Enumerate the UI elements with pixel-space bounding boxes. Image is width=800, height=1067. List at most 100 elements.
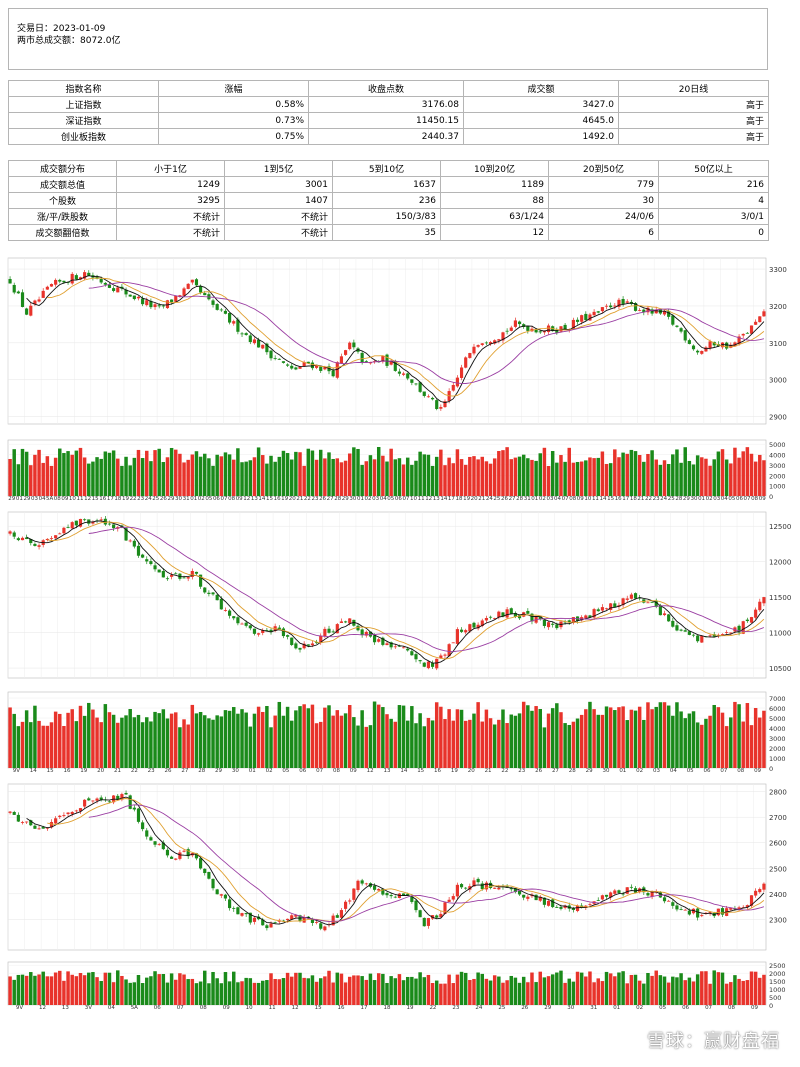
- date-tick-label: 29: [586, 768, 593, 774]
- volume-bar: [62, 453, 66, 496]
- candle-body: [211, 300, 215, 305]
- volume-bar: [708, 715, 712, 768]
- volume-bar: [439, 983, 443, 1005]
- volume-bar: [41, 462, 45, 496]
- volume-bar: [658, 702, 663, 768]
- date-tick-label: 07: [177, 1005, 184, 1011]
- date-tick-label: 21: [485, 768, 492, 774]
- candle-body: [132, 295, 136, 300]
- date-tick-label: 12: [39, 1005, 46, 1011]
- date-tick-label: 10: [410, 496, 417, 502]
- candle-body: [646, 307, 650, 313]
- volume-bar: [95, 457, 99, 496]
- volume-bar: [364, 979, 369, 1005]
- volume-bar: [174, 449, 178, 496]
- candle-body: [207, 871, 211, 879]
- volume-bar: [687, 460, 692, 496]
- date-tick-label: 24: [145, 496, 152, 502]
- candle-body: [74, 275, 78, 280]
- volume-bar: [298, 972, 302, 1005]
- volume-bar: [140, 722, 145, 768]
- date-tick-label: 05: [282, 768, 289, 774]
- candle-body: [497, 611, 501, 618]
- volume-bar: [240, 462, 244, 496]
- date-tick-label: 07: [562, 496, 569, 502]
- candle-body: [509, 327, 513, 331]
- candle-body: [232, 321, 236, 324]
- volume-bar: [642, 461, 646, 496]
- candle-body: [352, 342, 356, 348]
- volume-bar: [20, 721, 25, 768]
- date-tick-label: 19: [463, 496, 470, 502]
- date-tick-label: 01: [249, 768, 256, 774]
- volume-bar: [347, 705, 352, 768]
- volume-bar: [381, 973, 385, 1005]
- volume-bar: [708, 983, 712, 1005]
- date-tick-label: 28: [198, 768, 205, 774]
- candle-body: [91, 800, 95, 802]
- candle-body: [78, 277, 83, 280]
- volume-bar: [58, 713, 62, 768]
- candle-body: [257, 339, 261, 348]
- candle-body: [319, 366, 323, 371]
- volume-bar: [584, 709, 588, 768]
- candle-body: [410, 379, 414, 383]
- volume-bar: [211, 465, 215, 496]
- candle-body: [257, 916, 261, 920]
- candle-body: [600, 307, 604, 312]
- candle-body: [269, 350, 273, 359]
- candle-body: [662, 897, 667, 902]
- volume-bar: [468, 456, 472, 496]
- candle-body: [203, 587, 207, 593]
- candle-body: [762, 597, 766, 604]
- candle-body: [265, 630, 269, 631]
- date-tick-label: 13: [251, 496, 258, 502]
- candle-body: [696, 635, 700, 642]
- candle-body: [348, 900, 352, 902]
- candle-body: [165, 300, 170, 309]
- volume-bar: [724, 983, 729, 1005]
- volume-y-tick-label: 1000: [769, 755, 786, 763]
- date-tick-label: 06: [213, 496, 220, 502]
- candle-body: [493, 618, 497, 619]
- candle-body: [625, 887, 629, 894]
- volume-bar: [762, 710, 766, 768]
- candle-body: [513, 888, 517, 893]
- candle-body: [435, 400, 439, 409]
- volume-bar: [704, 458, 708, 496]
- volume-bar: [567, 724, 571, 768]
- date-tick-label: 12: [292, 1005, 299, 1011]
- volume-bar: [397, 705, 402, 768]
- candle-body: [406, 648, 410, 651]
- candle-body: [112, 524, 116, 529]
- volume-bar: [401, 980, 406, 1005]
- candle-body: [530, 613, 534, 622]
- candle-body: [671, 902, 675, 906]
- date-tick-label: 24: [660, 496, 667, 502]
- volume-bar: [12, 979, 16, 1005]
- volume-bar: [318, 449, 323, 496]
- date-tick-label: 16: [99, 496, 106, 502]
- date-tick-label: 06: [704, 768, 711, 774]
- volume-bar: [273, 978, 277, 1005]
- candle-body: [145, 830, 149, 837]
- volume-bar: [538, 971, 542, 1005]
- candle-body: [54, 818, 58, 824]
- candle-body: [323, 926, 327, 931]
- ma20-line: [88, 804, 765, 923]
- volume-bar: [70, 974, 74, 1005]
- ma20-line: [88, 281, 765, 384]
- volume-bar: [248, 460, 253, 496]
- volume-bar: [153, 971, 157, 1005]
- volume-bar: [501, 982, 505, 1005]
- volume-bar: [45, 725, 50, 768]
- volume-bar: [174, 712, 178, 768]
- candle-body: [517, 321, 522, 325]
- volume-bar: [327, 705, 331, 768]
- volume-bar: [497, 719, 501, 768]
- volume-y-tick-label: 0: [769, 493, 773, 501]
- volume-bar: [691, 711, 696, 768]
- table-cell: 6: [548, 224, 659, 241]
- date-tick-label: 04: [554, 496, 561, 502]
- candle-body: [170, 574, 174, 577]
